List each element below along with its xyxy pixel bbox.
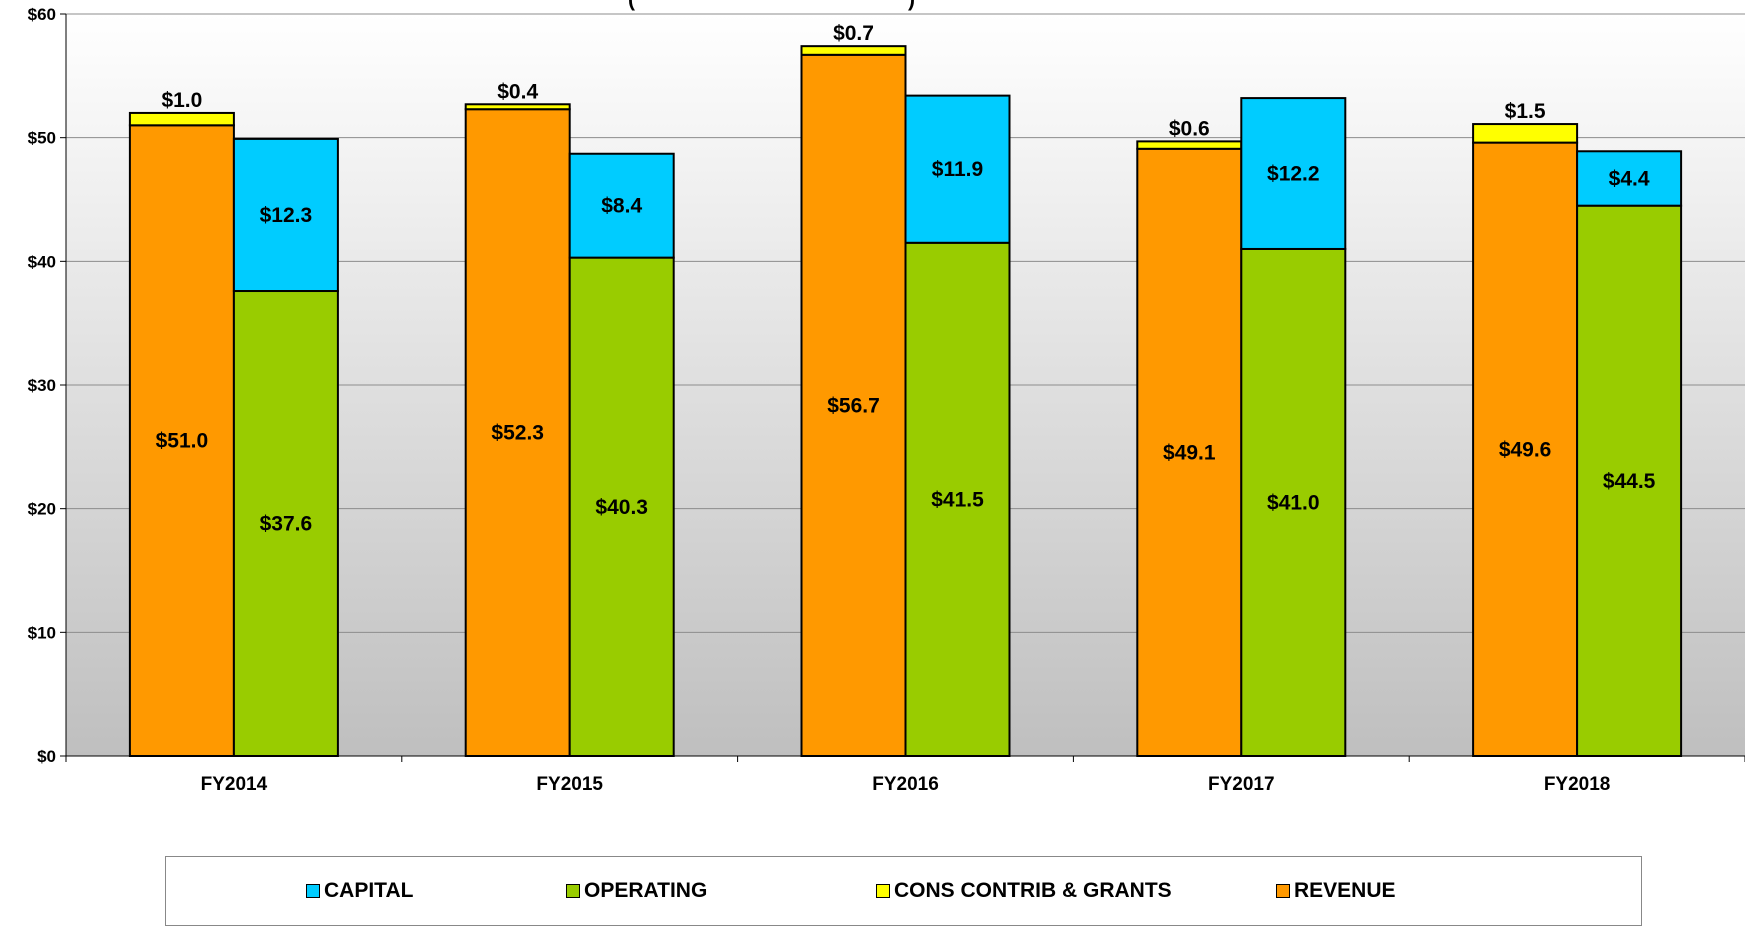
y-tick-label: $30 bbox=[28, 376, 56, 395]
bars bbox=[128, 45, 1683, 758]
cons-contrib-swatch bbox=[876, 884, 890, 898]
legend-label-cons-contrib: CONS CONTRIB & GRANTS bbox=[894, 879, 1172, 902]
chart-title-fragment: () bbox=[628, 0, 915, 11]
data-label-operating: $41.0 bbox=[1267, 491, 1320, 514]
bar-cons-contrib-grants bbox=[128, 111, 235, 127]
bar-operating bbox=[1576, 204, 1683, 757]
bar-operating bbox=[904, 241, 1011, 758]
data-label-operating: $37.6 bbox=[260, 513, 313, 536]
x-tick-label: FY2017 bbox=[1208, 774, 1275, 795]
bar-cons-contrib-grants bbox=[464, 103, 571, 111]
bar-cons-contrib-grants bbox=[1472, 123, 1579, 144]
data-label-cons-contrib-grants: $0.7 bbox=[833, 22, 874, 45]
data-label-revenue: $56.7 bbox=[827, 394, 880, 417]
data-label-cons-contrib-grants: $0.4 bbox=[497, 80, 538, 103]
y-tick-label: $40 bbox=[28, 252, 56, 271]
bar-operating bbox=[232, 290, 339, 757]
legend: CAPITAL OPERATING CONS CONTRIB & GRANTS … bbox=[165, 856, 1642, 926]
bar-revenue bbox=[1472, 141, 1579, 757]
y-tick-label: $50 bbox=[28, 129, 56, 148]
data-label-revenue: $52.3 bbox=[491, 422, 544, 445]
legend-label-capital: CAPITAL bbox=[324, 879, 414, 902]
revenue-swatch bbox=[1276, 884, 1290, 898]
data-label-operating: $40.3 bbox=[595, 496, 648, 519]
bar-cons-contrib-grants bbox=[1136, 140, 1243, 150]
x-tick-label: FY2016 bbox=[872, 774, 939, 795]
y-tick-label: $20 bbox=[28, 500, 56, 519]
chart-title-fragment-left: ( bbox=[628, 0, 635, 11]
bar-revenue bbox=[128, 124, 235, 758]
x-tick-label: FY2015 bbox=[536, 774, 603, 795]
data-label-capital: $11.9 bbox=[932, 158, 983, 181]
x-tick-label: FY2014 bbox=[201, 774, 268, 795]
legend-label-revenue: REVENUE bbox=[1294, 879, 1396, 902]
data-label-operating: $41.5 bbox=[931, 488, 984, 511]
y-tick-label: $60 bbox=[28, 5, 56, 24]
bar-capital bbox=[232, 137, 339, 293]
bar-revenue bbox=[1136, 147, 1243, 757]
chart-title-fragment-right: ) bbox=[908, 0, 915, 11]
data-labels: $51.0 $1.0 $37.6 $12.3 $52.3 $0.4 $40.3 $8.4 $56… bbox=[156, 22, 1656, 535]
legend-label-operating: OPERATING bbox=[584, 879, 708, 902]
data-label-cons-contrib-grants: $1.5 bbox=[1505, 100, 1546, 123]
data-label-capital: $12.3 bbox=[260, 204, 313, 227]
data-label-cons-contrib-grants: $0.6 bbox=[1169, 117, 1210, 140]
legend-item-operating: OPERATING bbox=[566, 879, 707, 903]
bar-capital bbox=[904, 94, 1011, 244]
x-axis: FY2014 FY2015 FY2016 FY2017 FY2018 bbox=[65, 14, 1745, 795]
y-tick-label: $10 bbox=[28, 623, 56, 642]
bar-cons-contrib-grants bbox=[800, 45, 907, 56]
legend-item-revenue: REVENUE bbox=[1276, 879, 1396, 903]
y-axis-ticks: $0 $10 $20 $30 $40 $50 $60 bbox=[28, 5, 66, 766]
data-label-revenue: $49.1 bbox=[1163, 441, 1216, 464]
data-label-revenue: $51.0 bbox=[156, 430, 209, 453]
data-label-revenue: $49.6 bbox=[1499, 438, 1552, 461]
capital-swatch bbox=[306, 884, 320, 898]
bar-operating bbox=[568, 256, 675, 757]
data-label-cons-contrib-grants: $1.0 bbox=[161, 89, 202, 112]
data-label-capital: $8.4 bbox=[601, 195, 642, 218]
bar-capital bbox=[1576, 150, 1683, 207]
legend-item-capital: CAPITAL bbox=[306, 879, 413, 903]
operating-swatch bbox=[566, 884, 580, 898]
bar-capital bbox=[568, 152, 675, 259]
bar-revenue bbox=[800, 53, 907, 758]
y-tick-label: $0 bbox=[37, 747, 56, 766]
x-tick-label: FY2018 bbox=[1544, 774, 1611, 795]
legend-item-cons-contrib: CONS CONTRIB & GRANTS bbox=[876, 879, 1172, 903]
data-label-operating: $44.5 bbox=[1603, 470, 1656, 493]
bar-operating bbox=[1240, 247, 1347, 757]
bar-capital bbox=[1240, 97, 1347, 250]
data-label-capital: $12.2 bbox=[1267, 163, 1320, 186]
data-label-capital: $4.4 bbox=[1609, 167, 1650, 190]
